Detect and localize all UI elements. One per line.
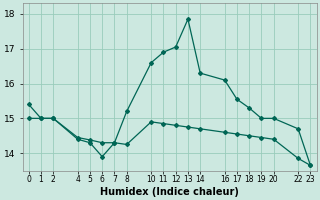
X-axis label: Humidex (Indice chaleur): Humidex (Indice chaleur) [100,187,239,197]
